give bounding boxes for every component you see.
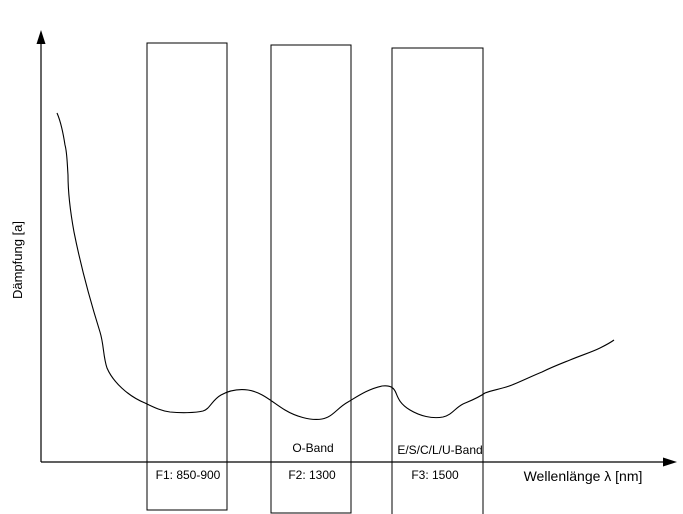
window-f3-band-label: E/S/C/L/U-Band <box>397 443 482 457</box>
window-f2-label: F2: 1300 <box>288 468 336 482</box>
window-f1-box <box>146 42 228 511</box>
attenuation-curve <box>56 112 615 420</box>
y-axis-label: Dämpfung [a] <box>10 221 25 299</box>
window-f2-box <box>270 44 352 514</box>
x-axis-label: Wellenlänge λ [nm] <box>524 468 643 484</box>
x-axis-arrowhead <box>663 457 677 467</box>
window-f1-label: F1: 850-900 <box>156 468 221 482</box>
window-f3-label: F3: 1500 <box>411 468 459 482</box>
y-axis-arrowhead <box>36 30 46 44</box>
window-f3-box <box>391 47 484 514</box>
window-f2-band-label: O-Band <box>292 441 333 455</box>
